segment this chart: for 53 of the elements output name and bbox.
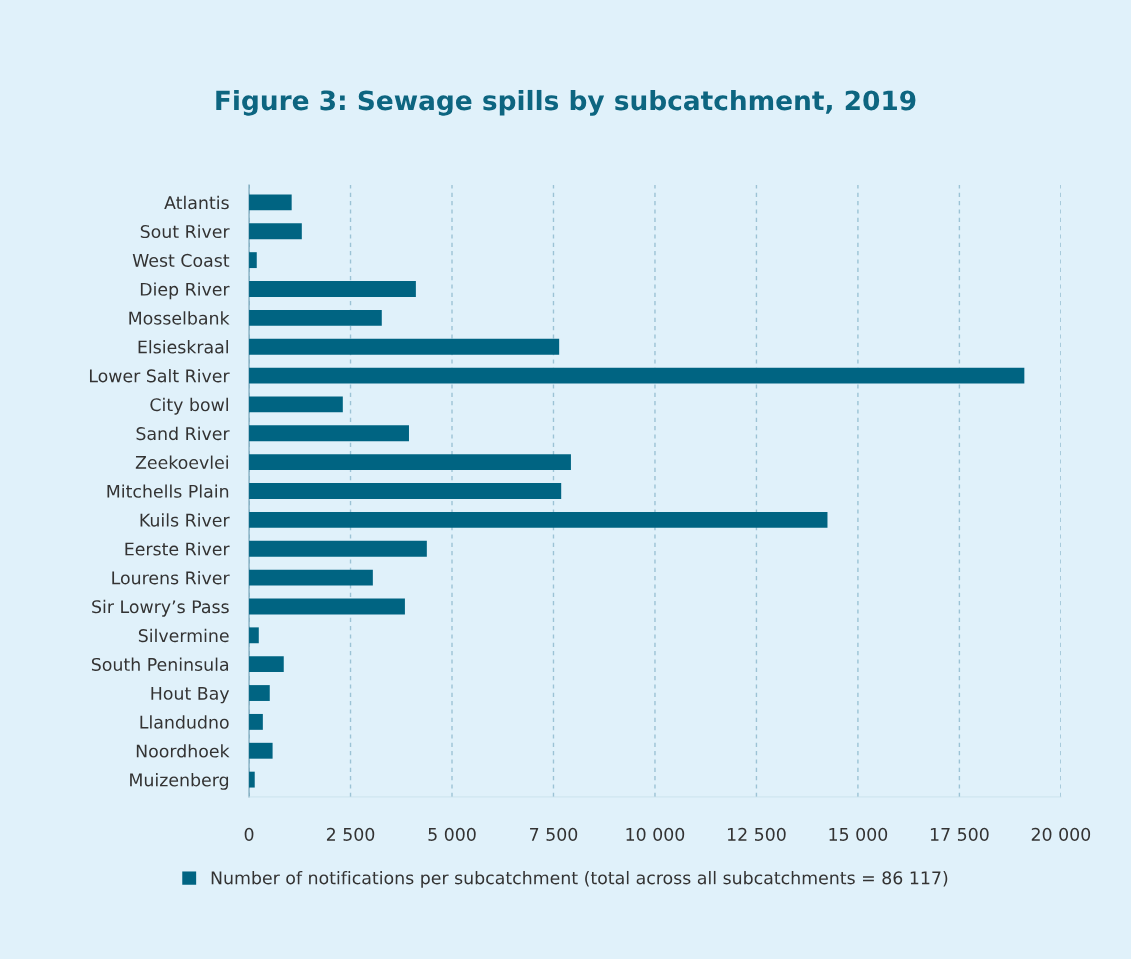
y-tick-label: West Coast — [132, 253, 230, 267]
y-tick-label: Llandudno — [140, 715, 229, 729]
legend-label: Number of notifications per subcatchment (total across all subcatchments = 86 117) — [211, 870, 948, 888]
bar — [249, 483, 562, 499]
chart-title: Figure 3: Sewage spills by subcatchment, 2019 — [216, 89, 916, 116]
y-tick-label: Mitchells Plain — [107, 484, 229, 498]
x-tick-label: 15 000 — [829, 827, 888, 841]
y-tick-label: Elsieskraal — [138, 340, 228, 354]
bar — [249, 771, 255, 788]
y-tick-label: Sand River — [136, 426, 230, 441]
bar — [249, 338, 560, 355]
y-tick-label: Silvermine — [138, 628, 229, 643]
bar — [249, 598, 405, 615]
bar — [249, 511, 828, 528]
y-tick-label: Lower Salt River — [89, 368, 230, 383]
bar — [249, 396, 343, 413]
bar — [249, 223, 302, 240]
y-tick-label: Eerste River — [125, 542, 230, 556]
bar — [249, 252, 257, 269]
x-tick-label: 5 000 — [428, 827, 476, 841]
x-tick-label: 2 500 — [326, 827, 375, 841]
bar — [249, 742, 273, 759]
bar — [249, 569, 373, 586]
y-tick-label: Muizenberg — [130, 773, 229, 790]
y-tick-label: Mosselbank — [129, 311, 230, 325]
bar — [249, 367, 1025, 384]
bar — [249, 656, 284, 673]
y-tick-label: Kuils River — [140, 513, 230, 527]
y-tick-label: Noordhoek — [136, 744, 230, 758]
y-tick-label: Atlantis — [164, 195, 229, 210]
y-tick-label: Lourens River — [112, 570, 230, 585]
bar — [249, 454, 571, 471]
x-tick-label: 10 000 — [626, 827, 685, 841]
y-tick-label: Hout Bay — [151, 686, 230, 704]
x-tick-label: 7 500 — [530, 827, 578, 841]
bar — [249, 627, 259, 644]
y-tick-label: City bowl — [150, 397, 228, 415]
bar — [249, 540, 427, 557]
bar — [249, 194, 292, 211]
bar — [249, 425, 409, 442]
x-tick-label: 20 000 — [1031, 827, 1091, 841]
bar — [249, 309, 382, 326]
y-tick-label: Zeekoevlei — [135, 455, 228, 469]
y-tick-label: South Peninsula — [91, 657, 229, 672]
bar — [249, 685, 270, 701]
y-tick-label: Sir Lowry’s Pass — [92, 599, 229, 617]
bar — [249, 713, 263, 730]
x-tick-label: 12 500 — [727, 827, 786, 841]
x-tick-label: 17 500 — [930, 827, 989, 841]
bar — [249, 281, 416, 297]
x-tick-label: 0 — [244, 827, 254, 841]
y-tick-label: Sout River — [140, 224, 230, 239]
y-tick-label: Diep River — [140, 282, 230, 300]
